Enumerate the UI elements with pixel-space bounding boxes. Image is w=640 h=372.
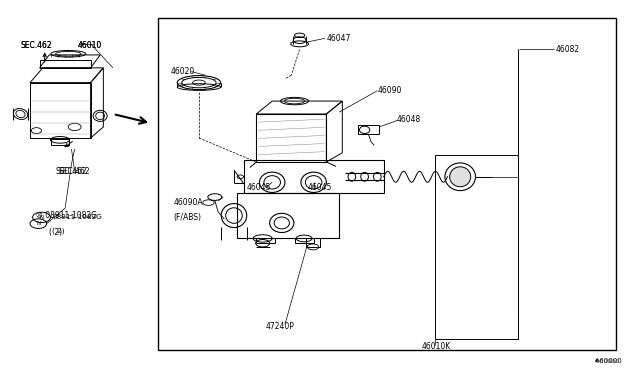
Text: 46045: 46045 [307,183,332,192]
Text: SEC.462: SEC.462 [56,167,87,176]
Text: SEC.462: SEC.462 [20,41,52,50]
Text: 47240P: 47240P [266,322,294,331]
Text: 46010K: 46010K [422,342,451,351]
Bar [157,18,616,350]
Text: ⑩ 08911-1082G: ⑩ 08911-1082G [36,211,97,220]
Text: SEC.462: SEC.462 [20,41,52,50]
Text: 46045: 46045 [246,183,271,192]
Text: 46047: 46047 [326,34,351,43]
Bar [40,61,91,68]
Bar [306,238,320,247]
Bar [435,155,518,339]
Text: N: N [36,221,40,226]
Bar [244,160,384,193]
Bar [237,193,339,238]
Text: 46010: 46010 [78,41,102,50]
Text: ♠60000: ♠60000 [594,358,623,365]
Text: ( 2): ( 2) [49,228,62,237]
Bar [358,125,379,134]
Ellipse shape [450,167,470,187]
Bar [51,139,69,145]
Text: 46090A: 46090A [173,198,203,207]
Text: (F/ABS): (F/ABS) [173,213,202,222]
Text: 46020: 46020 [170,67,195,76]
Text: 46082: 46082 [556,45,580,54]
Text: SEC.462: SEC.462 [59,167,90,176]
Bar [293,36,306,44]
Text: ♠60000: ♠60000 [594,359,619,364]
Text: 46048: 46048 [396,115,420,124]
Text: 08911-1082G: 08911-1082G [52,214,102,220]
Bar [256,114,326,162]
Text: 46090: 46090 [378,86,402,94]
Text: 46010: 46010 [78,41,102,50]
Text: ( 2): ( 2) [52,228,65,234]
Text: N: N [40,215,44,220]
